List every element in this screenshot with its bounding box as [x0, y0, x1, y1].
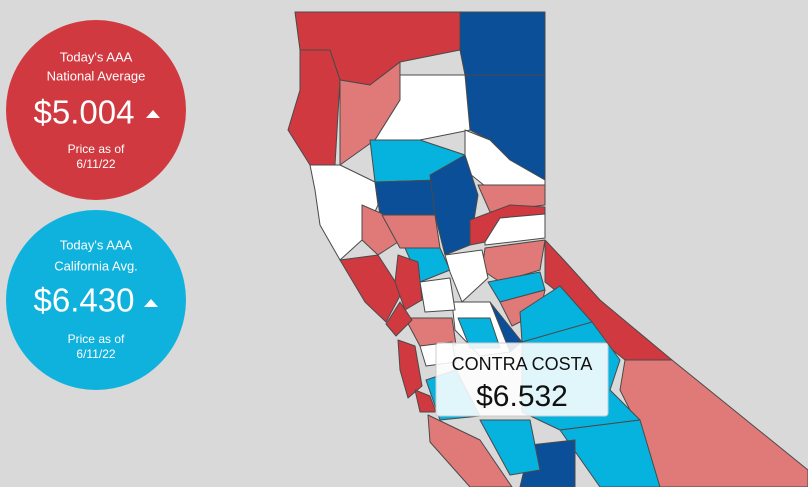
tooltip-box: [435, 342, 609, 417]
up-arrow: [146, 110, 160, 118]
national-badge: Today's AAA National Average $5.004 Pric…: [6, 20, 186, 200]
county[interactable]: [459, 11, 546, 76]
county[interactable]: [484, 213, 546, 246]
county[interactable]: [479, 419, 541, 476]
badge-heading: Today's AAA: [60, 49, 133, 64]
county[interactable]: [361, 204, 399, 256]
badge-note: Price as of: [68, 332, 125, 346]
badge-price: $5.004: [34, 94, 135, 131]
badge-heading: Today's AAA: [60, 237, 133, 252]
county[interactable]: [397, 339, 423, 399]
badge-circle: [6, 210, 186, 390]
county[interactable]: [287, 49, 341, 166]
county[interactable]: [404, 317, 457, 347]
county[interactable]: [444, 249, 489, 303]
county[interactable]: [427, 414, 513, 487]
badge-heading: National Average: [47, 68, 146, 83]
badge-note: Price as of: [68, 142, 125, 156]
tooltip: CONTRA COSTA $6.532: [435, 342, 609, 417]
badge-price: $6.430: [34, 282, 135, 319]
badge-note: 6/11/22: [76, 347, 115, 361]
california-badge: Today's AAA California Avg. $6.430 Price…: [6, 210, 186, 390]
badge-note: 6/11/22: [76, 157, 115, 171]
county[interactable]: [419, 277, 456, 313]
badge-circle: [6, 20, 186, 200]
tooltip-county: CONTRA COSTA: [452, 354, 593, 374]
county[interactable]: [339, 254, 403, 323]
county[interactable]: [385, 301, 413, 337]
county-map: [287, 11, 808, 487]
up-arrow: [144, 299, 158, 307]
badge-heading: California Avg.: [54, 258, 138, 273]
tooltip-price: $6.532: [476, 380, 568, 413]
county[interactable]: [619, 359, 808, 487]
county[interactable]: [394, 254, 423, 311]
county[interactable]: [559, 419, 661, 487]
county[interactable]: [477, 184, 546, 213]
